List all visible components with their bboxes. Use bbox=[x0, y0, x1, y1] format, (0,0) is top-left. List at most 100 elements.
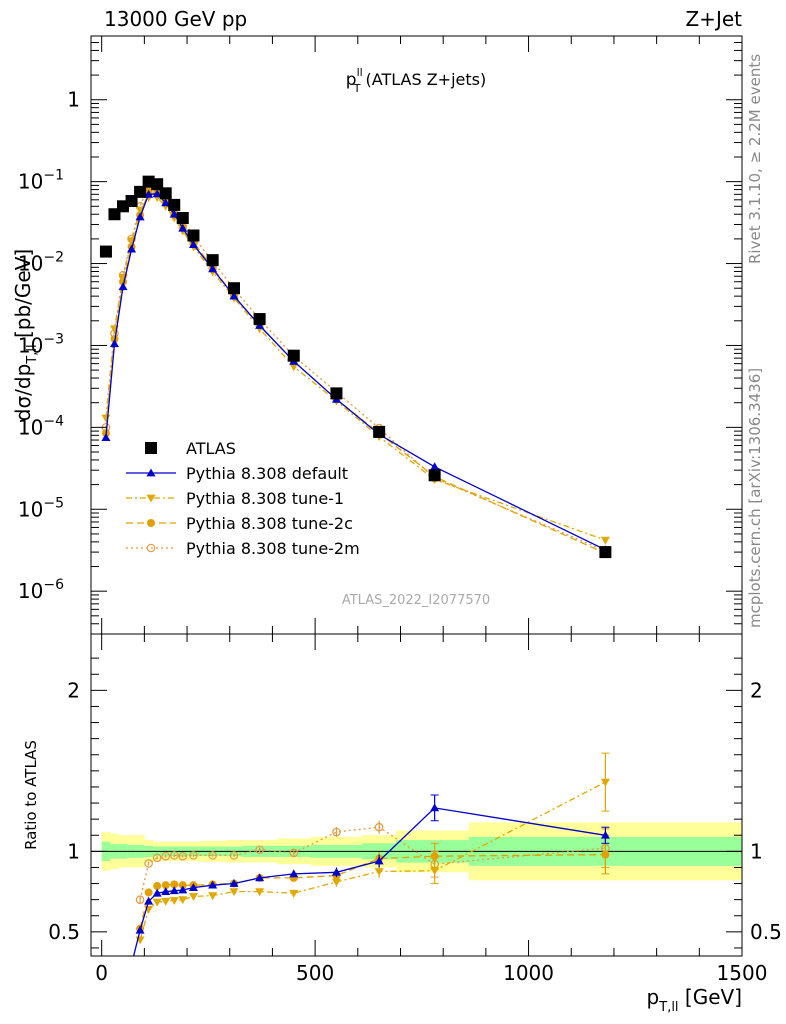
y-tick-label: 10−3 bbox=[18, 331, 64, 357]
ratio-y-tick-label: 2 bbox=[67, 678, 80, 702]
ratio-point-tune1 bbox=[229, 888, 239, 897]
main-panel-marks bbox=[99, 175, 612, 559]
point-default bbox=[109, 339, 119, 348]
point-default bbox=[118, 282, 128, 291]
y-tick-label-exp: −5 bbox=[43, 495, 64, 511]
ratio-point-tune1 bbox=[600, 778, 610, 787]
ratio-panel: 0.5 0.5 1 1 2 2 0 500 1000 1500 Ratio to ATLAS pT… bbox=[22, 633, 782, 1015]
point-data bbox=[134, 185, 147, 198]
ratio-point-tune2m bbox=[178, 851, 188, 861]
ratio-series-tune1 bbox=[135, 752, 610, 945]
y-tick-label-exp: −3 bbox=[43, 331, 64, 347]
point-data bbox=[330, 387, 343, 400]
ratio-point-default bbox=[152, 888, 162, 897]
x-axis-label-main: p bbox=[647, 985, 660, 1009]
legend-marker bbox=[146, 468, 156, 477]
y-tick-label-base: 1 bbox=[67, 88, 80, 112]
point-data bbox=[206, 254, 219, 267]
legend-label: Pythia 8.308 tune-2m bbox=[186, 539, 360, 558]
main-title-sup: ll bbox=[357, 66, 363, 79]
point-default bbox=[229, 291, 239, 300]
point-data bbox=[151, 178, 164, 191]
x-tick-label: 0 bbox=[95, 961, 108, 985]
point-data bbox=[228, 282, 241, 295]
y-tick-label-exp: −2 bbox=[43, 250, 64, 266]
legend-entry-tune2c: Pythia 8.308 tune-2c bbox=[126, 514, 353, 533]
ratio-point-tune1 bbox=[374, 868, 384, 876]
main-panel: 110−110−210−310−410−510−6 ATLAS_2022_I20… bbox=[11, 35, 743, 635]
legend-label: Pythia 8.308 default bbox=[186, 464, 348, 483]
x-axis-label-unit: [GeV] bbox=[679, 985, 742, 1009]
ratio-bands bbox=[91, 822, 743, 881]
legend: ATLAS Pythia 8.308 default Pythia 8.308 tu… bbox=[126, 439, 360, 558]
point-data bbox=[253, 313, 266, 326]
point-tune1 bbox=[600, 536, 610, 545]
y-axis-label: dσ/dpT,ll [pb/GeV] bbox=[11, 249, 40, 421]
series-default bbox=[101, 189, 610, 554]
point-default bbox=[101, 433, 111, 441]
point-tune1 bbox=[135, 206, 145, 215]
point-default bbox=[169, 209, 179, 218]
ratio-point-tune1 bbox=[289, 889, 299, 898]
legend-entry-default: Pythia 8.308 default bbox=[126, 464, 348, 483]
y-tick-label: 1 bbox=[67, 88, 80, 112]
ratio-point-tune1 bbox=[430, 867, 440, 876]
ratio-point-default bbox=[208, 880, 218, 889]
point-data bbox=[125, 195, 138, 208]
ratio-panel-ticks: 0.5 0.5 1 1 2 2 0 500 1000 1500 bbox=[48, 634, 782, 985]
ratio-point-tune1 bbox=[208, 892, 218, 901]
point-data bbox=[287, 349, 300, 362]
point-default bbox=[178, 223, 188, 232]
ratio-y-tick-label: 0.5 bbox=[48, 920, 80, 944]
ratio-point-tune2c bbox=[153, 881, 162, 890]
ratio-point-tune2m bbox=[189, 851, 198, 860]
point-data bbox=[159, 187, 172, 200]
ratio-y-tick-label-right: 1 bbox=[750, 839, 763, 863]
ratio-point-tune1 bbox=[178, 896, 188, 905]
ratio-point-tune2m bbox=[208, 851, 217, 860]
ratio-point-tune1 bbox=[255, 888, 265, 897]
point-tune1 bbox=[101, 414, 111, 423]
side-label-top: Rivet 3.1.10, ≥ 2.2M events bbox=[746, 54, 764, 264]
y-axis-label-unit: [pb/GeV] bbox=[11, 249, 35, 345]
ratio-point-default bbox=[135, 925, 145, 934]
y-tick-label-base: 10 bbox=[18, 415, 43, 439]
point-data bbox=[168, 198, 181, 211]
x-tick-label: 500 bbox=[296, 961, 334, 985]
y-tick-label-base: 10 bbox=[18, 497, 43, 521]
ratio-point-tune1 bbox=[161, 897, 171, 906]
main-title-p: p bbox=[346, 70, 357, 90]
ratio-line-default bbox=[132, 807, 606, 956]
ratio-point-default bbox=[188, 883, 198, 891]
ratio-point-tune2m bbox=[152, 853, 162, 863]
ratio-point-tune2m bbox=[144, 859, 153, 868]
ratio-line-tune2m bbox=[139, 826, 606, 900]
ratio-point-default bbox=[331, 867, 341, 876]
ratio-series-default bbox=[132, 794, 610, 956]
point-default bbox=[161, 198, 171, 207]
line-tune2c bbox=[105, 191, 606, 554]
watermark: ATLAS_2022_I2077570 bbox=[342, 593, 490, 608]
legend-label: Pythia 8.308 tune-2c bbox=[186, 514, 353, 533]
ratio-point-default bbox=[229, 879, 239, 887]
line-tune1 bbox=[105, 196, 606, 541]
ratio-point-default bbox=[430, 803, 440, 812]
y-tick-label-base: 10 bbox=[18, 170, 43, 194]
point-tune2c bbox=[110, 334, 119, 343]
legend-marker bbox=[146, 543, 156, 553]
x-tick-label: 1500 bbox=[717, 961, 768, 985]
ratio-point-tune2m bbox=[332, 827, 341, 837]
point-default bbox=[208, 264, 218, 273]
main-panel-ticks: 110−110−210−310−410−510−6 bbox=[18, 35, 743, 635]
ratio-point-tune2m bbox=[135, 895, 145, 904]
ratio-y-label: Ratio to ATLAS bbox=[22, 740, 40, 850]
ratio-point-tune2m bbox=[229, 851, 239, 860]
ratio-point-tune2m bbox=[169, 851, 179, 860]
header-right: Z+Jet bbox=[685, 7, 742, 31]
point-default bbox=[430, 462, 440, 471]
legend-entry-tune1: Pythia 8.308 tune-1 bbox=[126, 489, 344, 508]
ratio-point-tune1 bbox=[152, 898, 162, 907]
ratio-point-tune2m bbox=[161, 851, 171, 861]
ratio-point-default bbox=[374, 856, 384, 865]
